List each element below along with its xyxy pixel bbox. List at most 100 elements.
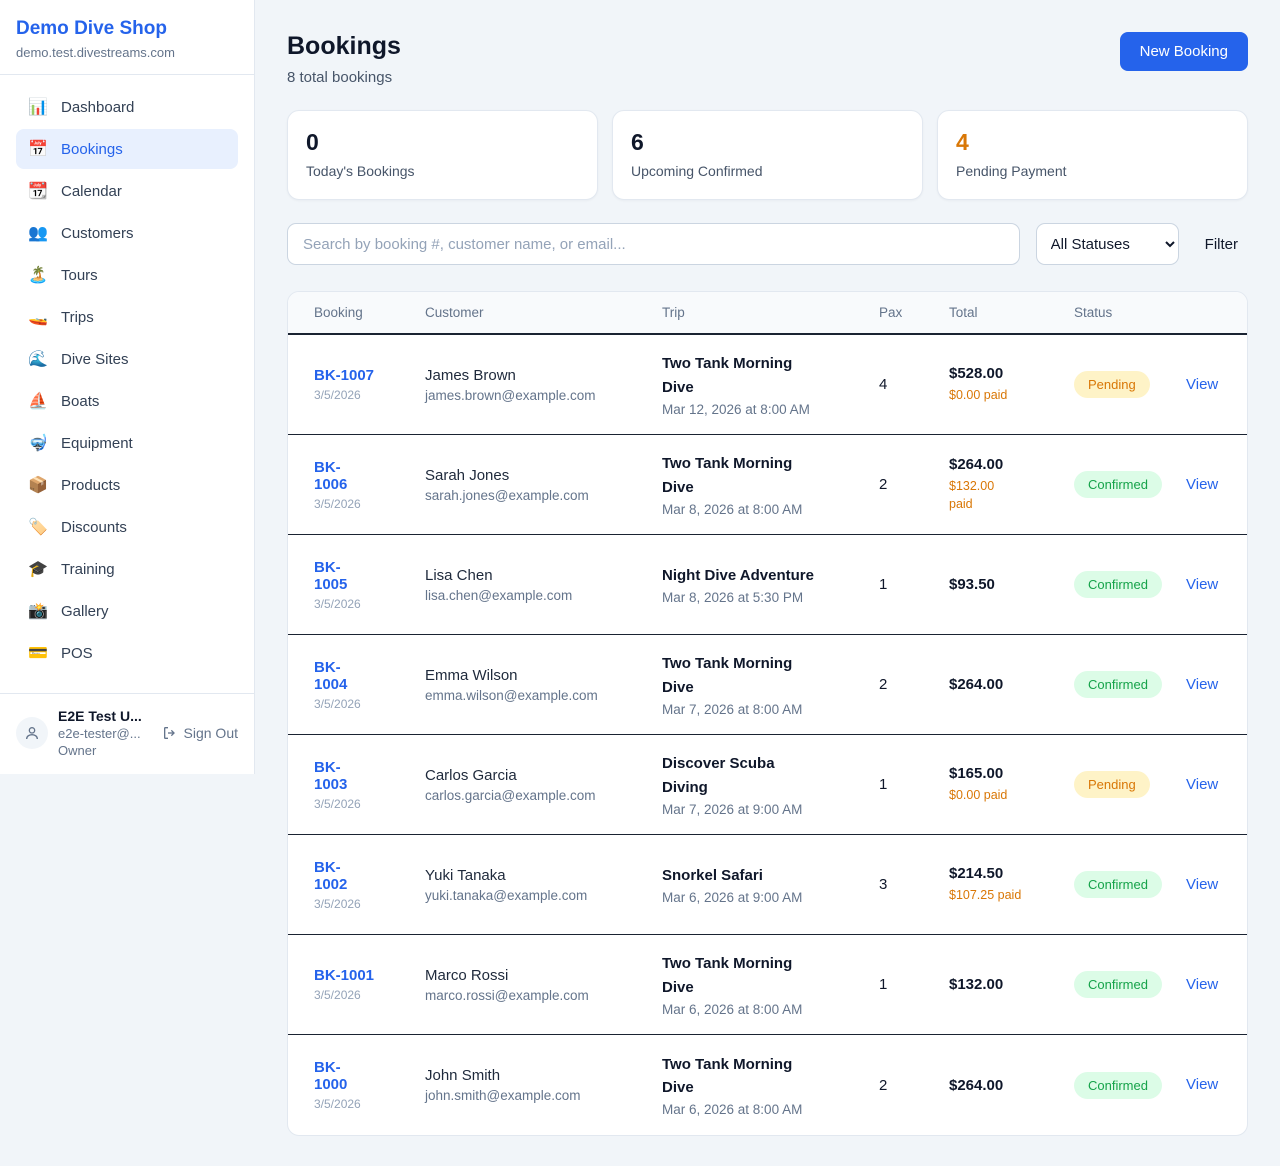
user-name: E2E Test U... (58, 708, 142, 724)
calendar-17-icon: 📅 (28, 141, 48, 158)
stat-card: 4 Pending Payment (937, 110, 1248, 200)
view-link[interactable]: View (1186, 1076, 1219, 1093)
booking-cell: BK- 1003 3/5/2026 (314, 759, 425, 811)
sign-out-button[interactable]: Sign Out (162, 725, 238, 741)
sidebar-item-trips[interactable]: 🚤 Trips (16, 297, 238, 337)
view-link[interactable]: View (1186, 575, 1219, 593)
customer-name: Sarah Jones (425, 466, 510, 484)
sidebar-item-label: Gallery (61, 602, 109, 620)
booking-cell: BK-1007 3/5/2026 (314, 367, 425, 402)
total-cell: $132.00 (949, 976, 1074, 993)
view-link[interactable]: View (1186, 775, 1219, 793)
sidebar-item-dashboard[interactable]: 📊 Dashboard (16, 87, 238, 127)
booking-id-link[interactable]: BK-1007 (314, 367, 375, 384)
sidebar-item-products[interactable]: 📦 Products (16, 465, 238, 505)
booking-id-link[interactable]: BK- 1005 (314, 558, 348, 593)
sidebar-item-boats[interactable]: ⛵ Boats (16, 381, 238, 421)
sidebar-item-label: Customers (61, 224, 134, 242)
total-amount: $528.00 (949, 364, 1004, 382)
status-cell: Confirmed (1074, 971, 1186, 998)
actions-cell: View (1186, 376, 1221, 394)
view-link[interactable]: View (1186, 675, 1219, 693)
stat-label: Upcoming Confirmed (631, 163, 763, 179)
status-select[interactable]: All Statuses (1035, 223, 1179, 265)
trip-name: Two Tank Morning Dive (662, 655, 793, 696)
sidebar-item-calendar[interactable]: 📆 Calendar (16, 171, 238, 211)
status-badge: Confirmed (1074, 971, 1162, 998)
customer-name: Emma Wilson (425, 666, 518, 684)
view-link[interactable]: View (1186, 375, 1219, 393)
sidebar-item-label: Calendar (61, 182, 122, 200)
paid-amount: $107.25 paid (949, 887, 1022, 902)
col-status: Status (1074, 305, 1113, 320)
booking-id-link[interactable]: BK- 1006 (314, 458, 348, 493)
stat-label: Today's Bookings (306, 163, 415, 179)
sidebar-item-gallery[interactable]: 📸 Gallery (16, 591, 238, 631)
sidebar-item-tours[interactable]: 🏝️ Tours (16, 255, 238, 295)
stat-card: 0 Today's Bookings (287, 110, 598, 200)
sidebar-item-customers[interactable]: 👥 Customers (16, 213, 238, 253)
diving-mask-icon: 🤿 (28, 435, 48, 452)
status-cell: Pending (1074, 771, 1186, 798)
status-cell: Confirmed (1074, 871, 1186, 898)
booking-date: 3/5/2026 (314, 696, 361, 711)
sidebar-item-label: Discounts (61, 518, 127, 536)
booking-date: 3/5/2026 (314, 596, 361, 611)
customer-cell: Yuki Tanaka yuki.tanaka@example.com (425, 867, 662, 903)
sidebar-item-equipment[interactable]: 🤿 Equipment (16, 423, 238, 463)
trip-cell: Discover Scuba Diving Mar 7, 2026 at 9:0… (662, 752, 879, 817)
col-booking: Booking (314, 305, 363, 320)
page-header: Bookings 8 total bookings New Booking (287, 32, 1248, 86)
view-link[interactable]: View (1186, 875, 1219, 893)
booking-cell: BK-1001 3/5/2026 (314, 967, 425, 1002)
trip-datetime: Mar 8, 2026 at 8:00 AM (662, 501, 803, 517)
sidebar-item-label: Boats (61, 392, 100, 410)
total-cell: $214.50 $107.25 paid (949, 865, 1074, 904)
person-icon (26, 727, 38, 740)
actions-cell: View (1186, 576, 1221, 594)
sidebar-item-dive-sites[interactable]: 🌊 Dive Sites (16, 339, 238, 379)
status-cell: Pending (1074, 371, 1186, 398)
bookings-table: Booking Customer Trip Pax Total Status B… (287, 291, 1248, 1136)
brand: Demo Dive Shop demo.test.divestreams.com (0, 0, 254, 75)
trip-name: Two Tank Morning Dive (662, 355, 793, 396)
new-booking-button[interactable]: New Booking (1119, 32, 1248, 71)
view-link[interactable]: View (1186, 475, 1219, 493)
booking-date: 3/5/2026 (314, 896, 361, 911)
trip-cell: Snorkel Safari Mar 6, 2026 at 9:00 AM (662, 864, 879, 905)
pax-cell: 2 (879, 476, 888, 493)
sidebar-item-label: Trips (61, 308, 94, 326)
trip-datetime: Mar 8, 2026 at 5:30 PM (662, 590, 804, 606)
filter-button[interactable]: Filter (1195, 230, 1248, 259)
sidebar-item-discounts[interactable]: 🏷️ Discounts (16, 507, 238, 547)
booking-id-link[interactable]: BK- 1002 (314, 858, 348, 893)
booking-id-link[interactable]: BK- 1004 (314, 658, 348, 693)
customer-cell: Lisa Chen lisa.chen@example.com (425, 567, 662, 603)
booking-cell: BK- 1004 3/5/2026 (314, 659, 425, 711)
total-cell: $165.00 $0.00 paid (949, 765, 1074, 804)
customer-name: Carlos Garcia (425, 766, 517, 784)
sidebar: Demo Dive Shop demo.test.divestreams.com… (0, 0, 255, 774)
logout-icon (163, 727, 175, 739)
brand-name: Demo Dive Shop (16, 18, 167, 39)
customer-email: lisa.chen@example.com (425, 587, 573, 603)
actions-cell: View (1186, 976, 1221, 994)
sidebar-item-pos[interactable]: 💳 POS (16, 633, 238, 673)
table-row: BK-1001 3/5/2026 Marco Rossi marco.rossi… (288, 935, 1247, 1035)
sidebar-item-training[interactable]: 🎓 Training (16, 549, 238, 589)
booking-id-link[interactable]: BK-1001 (314, 967, 375, 984)
actions-cell: View (1186, 776, 1221, 794)
view-link[interactable]: View (1186, 975, 1219, 993)
customer-email: marco.rossi@example.com (425, 987, 589, 1003)
tear-off-calendar-icon: 📆 (28, 183, 48, 200)
trip-name: Snorkel Safari (662, 866, 763, 884)
total-cell: $93.50 (949, 576, 1074, 593)
booking-id-link[interactable]: BK- 1003 (314, 758, 348, 793)
trip-datetime: Mar 6, 2026 at 8:00 AM (662, 1001, 803, 1017)
actions-cell: View (1186, 476, 1221, 494)
sailboat-icon: ⛵ (28, 393, 48, 410)
col-customer: Customer (425, 305, 484, 320)
search-input[interactable] (287, 223, 1020, 265)
sidebar-item-bookings[interactable]: 📅 Bookings (16, 129, 238, 169)
booking-id-link[interactable]: BK- 1000 (314, 1059, 348, 1093)
